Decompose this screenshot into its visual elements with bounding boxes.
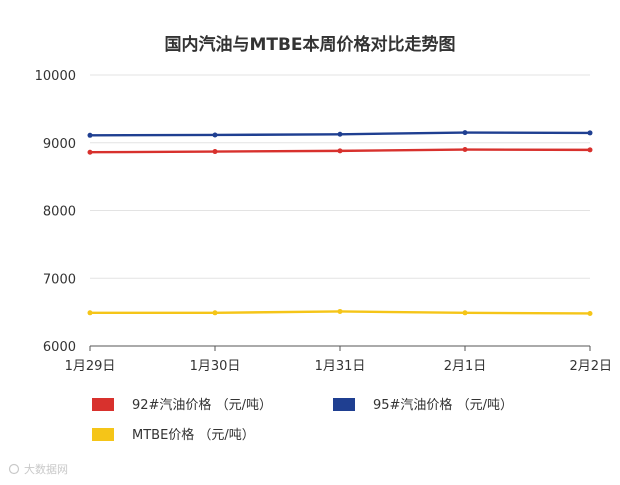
x-tick-label: 2月1日 — [444, 359, 487, 374]
y-tick-label: 8000 — [43, 205, 76, 220]
data-point — [337, 148, 343, 154]
y-tick-label: 7000 — [43, 272, 76, 287]
data-point — [587, 130, 593, 136]
grid — [90, 74, 590, 279]
y-tick-label: 10000 — [35, 69, 76, 84]
data-point — [587, 147, 593, 153]
series-3 — [87, 308, 593, 316]
series-2 — [87, 130, 593, 138]
watermark-text: 大数据网 — [24, 462, 68, 476]
x-tick-label: 1月30日 — [190, 359, 241, 374]
y-tick-label: 9000 — [43, 137, 76, 152]
data-point — [87, 149, 93, 155]
chart-title: 国内汽油与MTBE本周价格对比走势图 — [164, 34, 455, 55]
legend-item: MTBE价格 （元/吨） — [92, 427, 255, 443]
data-point — [212, 310, 218, 316]
data-point — [87, 132, 93, 138]
data-point — [337, 308, 343, 314]
watermark-logo-icon — [8, 463, 20, 475]
data-point — [462, 310, 468, 316]
y-axis: 6000 7000 8000 9000 10000 — [35, 69, 76, 355]
data-point — [87, 310, 93, 316]
legend-label: 95#汽油价格 （元/吨） — [373, 397, 513, 413]
data-point — [212, 132, 218, 138]
legend-label: MTBE价格 （元/吨） — [132, 427, 255, 443]
x-tick-label: 1月29日 — [65, 359, 116, 374]
legend-item: 95#汽油价格 （元/吨） — [333, 397, 513, 413]
legend-item: 92#汽油价格 （元/吨） — [92, 397, 272, 413]
data-point — [337, 131, 343, 137]
series-group — [87, 130, 593, 316]
data-point — [462, 147, 468, 153]
legend-swatch — [92, 428, 114, 441]
legend-label: 92#汽油价格 （元/吨） — [132, 397, 272, 413]
legend-swatch — [333, 398, 355, 411]
data-point — [212, 149, 218, 155]
x-tick-label: 2月2日 — [569, 359, 612, 374]
legend: 92#汽油价格 （元/吨） 95#汽油价格 （元/吨） MTBE价格 （元/吨） — [92, 397, 513, 443]
x-axis: 1月29日 1月30日 1月31日 2月1日 2月2日 — [65, 345, 612, 374]
y-tick-label: 6000 — [43, 340, 76, 355]
watermark: 大数据网 — [8, 462, 68, 476]
data-point — [462, 130, 468, 136]
legend-swatch — [92, 398, 114, 411]
data-point — [587, 310, 593, 316]
series-1 — [87, 147, 593, 155]
x-tick-label: 1月31日 — [315, 359, 366, 374]
